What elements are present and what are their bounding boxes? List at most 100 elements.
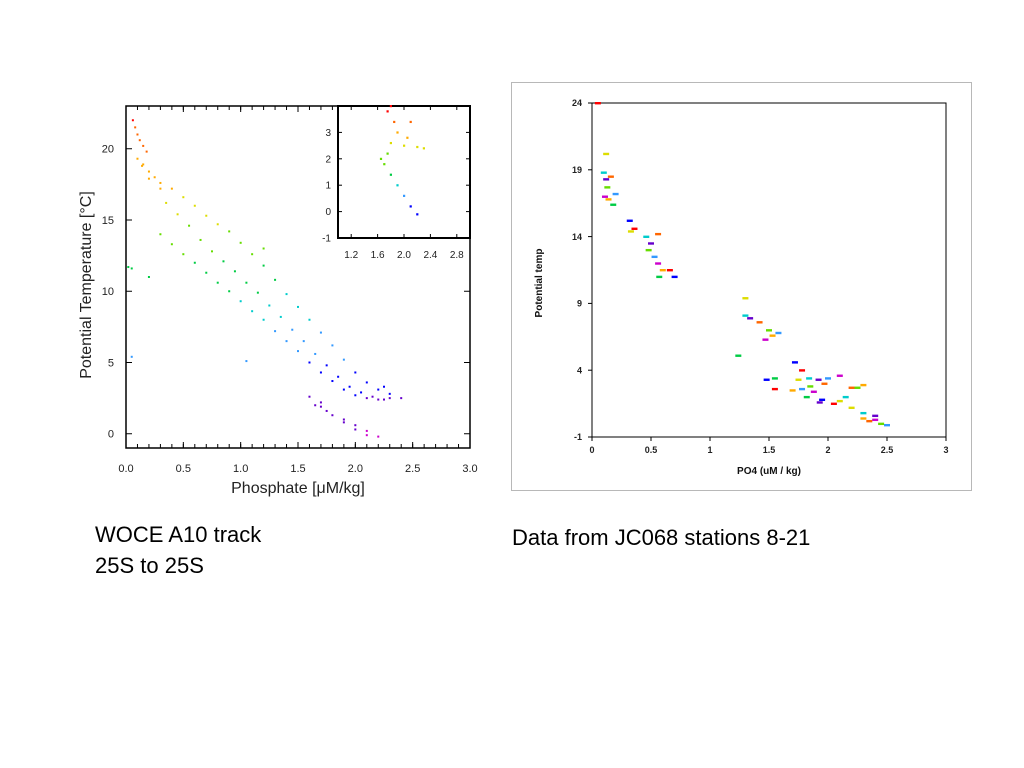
woce-point bbox=[365, 429, 368, 432]
jc068-point bbox=[603, 152, 610, 156]
jc068-ytick-label: 24 bbox=[572, 98, 582, 108]
inset-point bbox=[396, 184, 399, 187]
jc068-point bbox=[601, 195, 608, 198]
woce-point bbox=[285, 340, 288, 343]
woce-point bbox=[193, 204, 196, 207]
jc068-point bbox=[848, 386, 855, 389]
jc068-xtick-label: 0 bbox=[589, 445, 594, 455]
jc068-point bbox=[659, 269, 666, 272]
jc068-point bbox=[799, 369, 806, 372]
jc068-ytick-label: 9 bbox=[577, 299, 582, 309]
inset-point bbox=[383, 163, 386, 166]
woce-point bbox=[182, 196, 185, 199]
woce-point bbox=[308, 395, 311, 398]
woce-point bbox=[142, 163, 145, 166]
woce-inset-ytick-label: -1 bbox=[322, 234, 331, 245]
woce-point bbox=[291, 328, 294, 331]
woce-point bbox=[141, 164, 144, 167]
woce-point bbox=[211, 250, 213, 253]
woce-main-ytick-label: 10 bbox=[102, 286, 114, 298]
woce-point bbox=[136, 157, 139, 160]
jc068-point bbox=[610, 203, 617, 206]
woce-point bbox=[337, 375, 340, 378]
woce-point bbox=[297, 350, 299, 353]
woce-main-xtick-label: 1.5 bbox=[290, 463, 305, 475]
jc068-point bbox=[848, 406, 855, 410]
woce-inset-xtick-label: 2.8 bbox=[450, 250, 464, 261]
inset-point bbox=[403, 194, 406, 197]
jc068-point bbox=[806, 377, 813, 380]
woce-inset-ytick-label: 1 bbox=[325, 181, 331, 192]
jc068-point bbox=[742, 314, 749, 317]
jc068-point bbox=[594, 102, 601, 105]
jc068-point bbox=[807, 385, 814, 388]
jc068-point bbox=[671, 275, 678, 279]
jc068-point bbox=[816, 401, 823, 404]
jc068-point bbox=[836, 374, 843, 377]
jc068-point bbox=[747, 317, 754, 320]
woce-point bbox=[145, 150, 148, 153]
woce-point bbox=[159, 181, 162, 184]
woce-point bbox=[130, 355, 133, 358]
woce-point bbox=[222, 260, 225, 263]
woce-point bbox=[130, 267, 133, 270]
woce-inset-plot-frame bbox=[337, 105, 471, 239]
woce-point bbox=[228, 230, 231, 233]
woce-point bbox=[342, 421, 345, 424]
woce-inset-marks: 1.2 1.6 2.0 2.4 2.8 -1 0 1 2 3 bbox=[322, 105, 471, 261]
woce-inset-xtick-label: 1.2 bbox=[344, 250, 358, 261]
inset-point bbox=[422, 147, 425, 150]
woce-main-ytick-label: 0 bbox=[108, 429, 114, 441]
jc068-point bbox=[799, 387, 806, 391]
jc068-point bbox=[756, 321, 763, 324]
jc068-xtick-label: 2 bbox=[825, 445, 830, 455]
woce-point bbox=[216, 281, 219, 284]
jc068-ytick-label: 19 bbox=[572, 165, 582, 175]
woce-point bbox=[342, 358, 345, 361]
woce-caption-line1: WOCE A10 track bbox=[95, 522, 262, 547]
woce-xlabel: Phosphate [μM/kg] bbox=[231, 480, 365, 497]
woce-inset-xtick-label: 2.4 bbox=[423, 250, 437, 261]
woce-main-xtick-label: 2.5 bbox=[405, 463, 420, 475]
woce-point bbox=[274, 278, 277, 281]
jc068-point bbox=[803, 395, 810, 399]
jc068-xtick-label: 2.5 bbox=[881, 445, 894, 455]
woce-point bbox=[153, 176, 156, 179]
jc068-ytick-label: 14 bbox=[572, 232, 582, 242]
inset-point bbox=[396, 131, 399, 134]
woce-point bbox=[165, 201, 168, 204]
jc068-point bbox=[771, 387, 778, 391]
jc068-caption: Data from JC068 stations 8-21 bbox=[512, 525, 811, 550]
woce-point bbox=[159, 233, 162, 236]
woce-point bbox=[182, 253, 185, 256]
jc068-point bbox=[631, 227, 638, 230]
inset-point bbox=[379, 157, 383, 160]
woce-point bbox=[216, 223, 219, 226]
woce-main-xtick-label: 0.0 bbox=[118, 463, 133, 475]
woce-inset-ytick-label: 0 bbox=[325, 207, 331, 218]
woce-point bbox=[342, 388, 345, 391]
inset-point bbox=[409, 120, 412, 124]
woce-point bbox=[170, 243, 173, 246]
woce-point bbox=[170, 187, 173, 190]
woce-point bbox=[176, 213, 179, 216]
jc068-point bbox=[762, 338, 769, 341]
woce-ylabel: Potential Temperature [°C] bbox=[78, 191, 95, 379]
woce-point bbox=[342, 418, 345, 421]
woce-point bbox=[377, 398, 380, 401]
jc068-point bbox=[819, 398, 826, 401]
jc068-point bbox=[627, 230, 634, 233]
inset-point bbox=[389, 173, 392, 176]
woce-point bbox=[314, 352, 317, 355]
jc068-point bbox=[643, 235, 650, 238]
woce-point bbox=[377, 388, 380, 391]
woce-point bbox=[268, 304, 271, 307]
jc068-point bbox=[655, 232, 662, 236]
woce-point bbox=[331, 344, 334, 347]
jc068-point bbox=[735, 354, 742, 357]
jc068-plot-frame bbox=[591, 102, 947, 438]
woce-point bbox=[325, 409, 328, 412]
inset-point bbox=[406, 136, 409, 139]
jc068-point bbox=[763, 378, 770, 381]
